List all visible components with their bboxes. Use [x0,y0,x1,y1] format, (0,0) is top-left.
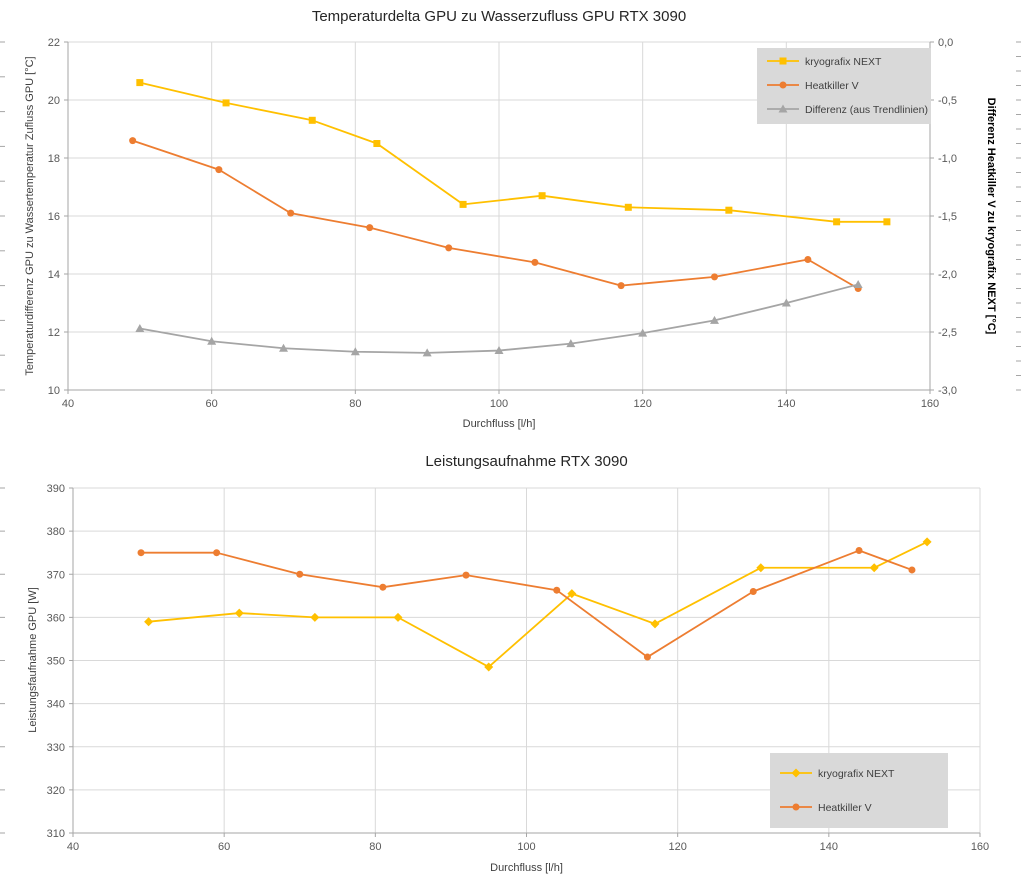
svg-text:80: 80 [349,398,361,410]
svg-text:Heatkiller V: Heatkiller V [818,802,872,814]
svg-text:350: 350 [47,656,65,668]
y-axis-label-left: Leistungsfaufnahme GPU [W] [27,587,39,733]
svg-text:140: 140 [777,398,795,410]
x-axis-label: Durchfluss [l/h] [490,862,563,874]
svg-text:Heatkiller V: Heatkiller V [805,80,859,92]
svg-text:14: 14 [48,269,60,281]
svg-text:40: 40 [67,841,79,853]
svg-text:-1,5: -1,5 [938,211,957,223]
svg-text:18: 18 [48,153,60,165]
svg-text:360: 360 [47,612,65,624]
chart-title: Temperaturdelta GPU zu Wasserzufluss GPU… [311,8,687,25]
svg-text:390: 390 [47,483,65,495]
svg-text:370: 370 [47,569,65,581]
svg-text:Differenz (aus Trendlinien): Differenz (aus Trendlinien) [805,104,928,116]
svg-text:100: 100 [490,398,508,410]
svg-text:40: 40 [62,398,74,410]
svg-text:16: 16 [48,211,60,223]
svg-text:120: 120 [668,841,686,853]
svg-text:160: 160 [971,841,989,853]
svg-text:60: 60 [206,398,218,410]
power-consumption-chart: Leistungsaufnahme RTX 3090 Leistungsfauf… [0,446,1021,892]
svg-text:kryografix NEXT: kryografix NEXT [818,768,895,780]
svg-text:20: 20 [48,95,60,107]
svg-text:10: 10 [48,385,60,397]
svg-text:-0,5: -0,5 [938,95,957,107]
svg-text:140: 140 [820,841,838,853]
svg-text:-3,0: -3,0 [938,385,957,397]
svg-text:80: 80 [369,841,381,853]
svg-text:12: 12 [48,327,60,339]
temperature-delta-plot: 40 60 80 100 120 140 160 10 12 14 16 18 20 22 0,0 -0,5 -… [0,37,1021,410]
svg-text:-2,5: -2,5 [938,327,957,339]
y-axis-label-right: Differenz Heatkiller V zu kryografix NEX… [985,97,997,335]
svg-text:60: 60 [218,841,230,853]
svg-text:320: 320 [47,785,65,797]
svg-text:160: 160 [921,398,939,410]
temperature-delta-chart: Temperaturdelta GPU zu Wasserzufluss GPU… [0,8,1021,430]
svg-text:310: 310 [47,828,65,840]
svg-text:340: 340 [47,699,65,711]
svg-text:-1,0: -1,0 [938,153,957,165]
x-axis-label: Durchfluss [l/h] [462,418,536,430]
svg-text:-2,0: -2,0 [938,269,957,281]
svg-text:100: 100 [517,841,535,853]
svg-text:380: 380 [47,526,65,538]
svg-text:330: 330 [47,742,65,754]
power-consumption-plot: 40 60 80 100 120 140 160 310 320 330 340 350 360 370 3… [0,483,989,853]
svg-text:0,0: 0,0 [938,37,953,49]
svg-text:kryografix NEXT: kryografix NEXT [805,56,882,68]
svg-text:120: 120 [633,398,651,410]
chart-title: Leistungsaufnahme RTX 3090 [425,453,628,470]
y-axis-label-left: Temperaturdifferenz GPU zu Wassertempera… [24,56,36,376]
svg-text:22: 22 [48,37,60,49]
